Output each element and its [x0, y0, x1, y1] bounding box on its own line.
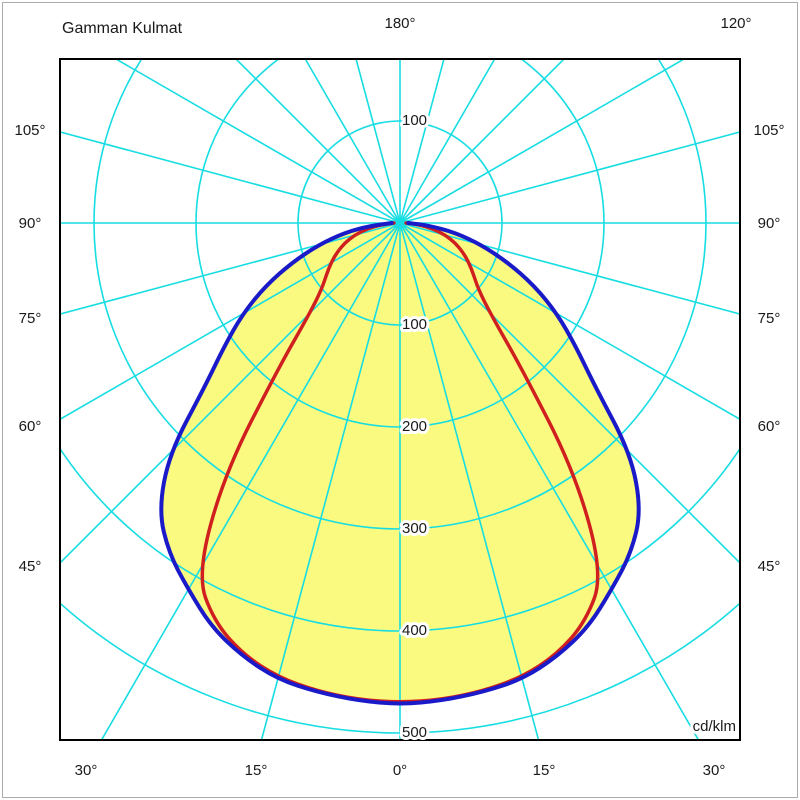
grid-ray-315	[60, 222, 401, 565]
angle-label-right-1: 90°	[758, 215, 781, 232]
angle-label-left-1: 90°	[19, 215, 42, 232]
grid-ray-135	[399, 59, 566, 224]
angle-label-left-4: 45°	[19, 558, 42, 575]
grid-ray-15	[399, 222, 540, 740]
ring-label-5: 500	[402, 724, 427, 741]
angle-label-bottom-3: 15°	[533, 762, 556, 779]
outer-curve-blue	[159, 221, 641, 706]
angle-label-bottom-1: 15°	[245, 762, 268, 779]
angle-label-left-2: 75°	[19, 310, 42, 327]
grid-ray-60	[399, 222, 740, 421]
ring-label-2: 200	[402, 418, 427, 435]
grid-ray-225	[234, 59, 401, 224]
grid-ray-45	[399, 222, 740, 565]
grid-ray-75	[399, 222, 740, 315]
grid-ray-285	[60, 222, 401, 315]
grid-ray-330	[100, 222, 401, 740]
angle-label-top-0: 180°	[384, 15, 415, 32]
grid-ray-30	[399, 222, 700, 740]
angle-label-right-2: 75°	[758, 310, 781, 327]
ring-label-0: 100	[402, 112, 427, 129]
angle-label-bottom-4: 30°	[703, 762, 726, 779]
angle-label-left-0: 105°	[14, 122, 45, 139]
unit-label: cd/klm	[693, 718, 736, 735]
grid-ray-255	[60, 131, 401, 224]
ring-label-1: 100	[402, 316, 427, 333]
angle-label-top-1: 120°	[720, 15, 751, 32]
angle-label-bottom-0: 30°	[75, 762, 98, 779]
ring-label-4: 400	[402, 622, 427, 639]
grid-ray-210	[304, 59, 401, 224]
grid-ray-120	[399, 59, 686, 224]
angle-label-left-3: 60°	[19, 418, 42, 435]
chart-title: Gamman Kulmat	[62, 20, 183, 37]
angle-label-right-0: 105°	[753, 122, 784, 139]
grid-ray-300	[60, 222, 401, 421]
grid-ray-195	[355, 59, 401, 224]
grid-ray-105	[399, 131, 740, 224]
grid-ray-150	[399, 59, 496, 224]
angle-label-bottom-2: 0°	[393, 762, 407, 779]
angle-label-right-3: 60°	[758, 418, 781, 435]
plot-frame	[59, 58, 741, 741]
grid-ray-345	[260, 222, 401, 740]
grid-ray-165	[399, 59, 445, 224]
ring-label-3: 300	[402, 520, 427, 537]
grid-ray-240	[114, 59, 401, 224]
angle-label-right-4: 45°	[758, 558, 781, 575]
